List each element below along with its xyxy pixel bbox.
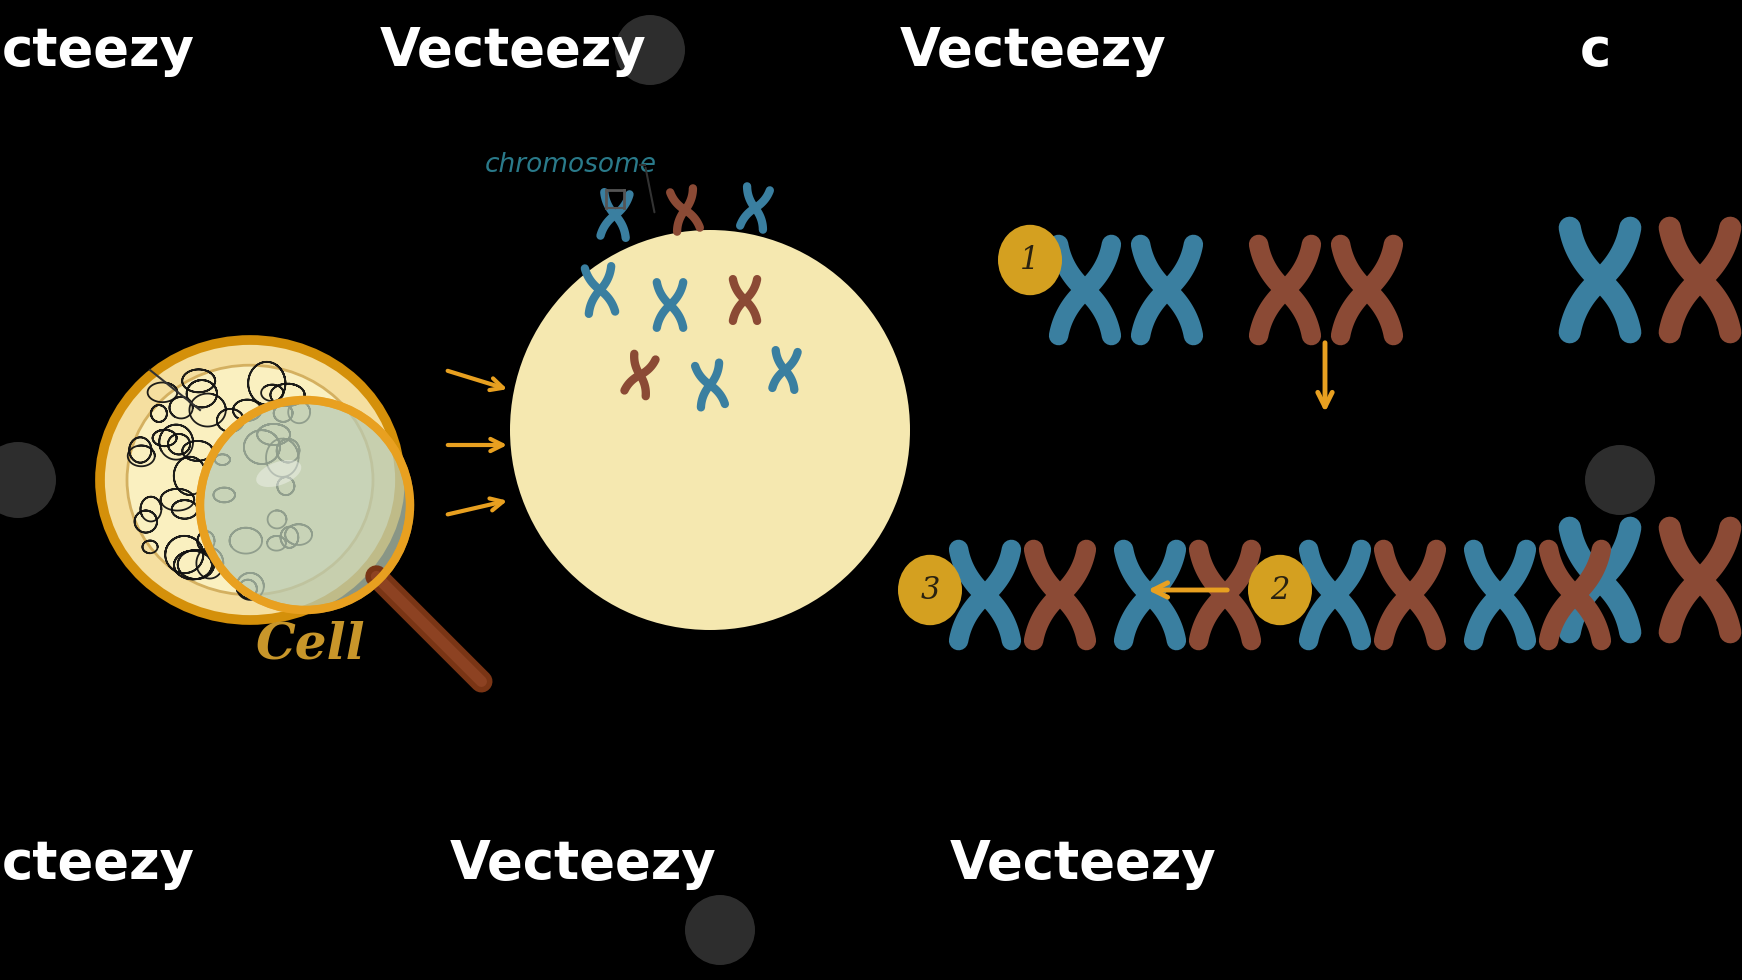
- Text: Vecteezy: Vecteezy: [901, 25, 1167, 77]
- Circle shape: [510, 230, 909, 630]
- Text: Cell: Cell: [254, 620, 364, 669]
- Circle shape: [685, 895, 754, 965]
- Text: cteezy: cteezy: [2, 25, 195, 77]
- Ellipse shape: [256, 460, 301, 487]
- Text: Vecteezy: Vecteezy: [449, 838, 716, 890]
- Text: 1: 1: [1021, 244, 1040, 275]
- Ellipse shape: [998, 224, 1063, 295]
- Circle shape: [200, 400, 409, 610]
- Text: Vecteezy: Vecteezy: [380, 25, 646, 77]
- Ellipse shape: [897, 555, 962, 625]
- Text: 2: 2: [1270, 574, 1289, 606]
- Text: c: c: [1580, 25, 1611, 77]
- Ellipse shape: [127, 366, 373, 595]
- Ellipse shape: [1247, 555, 1312, 625]
- Circle shape: [615, 15, 685, 85]
- Ellipse shape: [99, 340, 401, 620]
- Text: 3: 3: [920, 574, 939, 606]
- Text: Vecteezy: Vecteezy: [949, 838, 1216, 890]
- Text: chromosome: chromosome: [484, 152, 657, 178]
- Circle shape: [1585, 445, 1655, 515]
- Circle shape: [0, 442, 56, 518]
- Text: cteezy: cteezy: [2, 838, 195, 890]
